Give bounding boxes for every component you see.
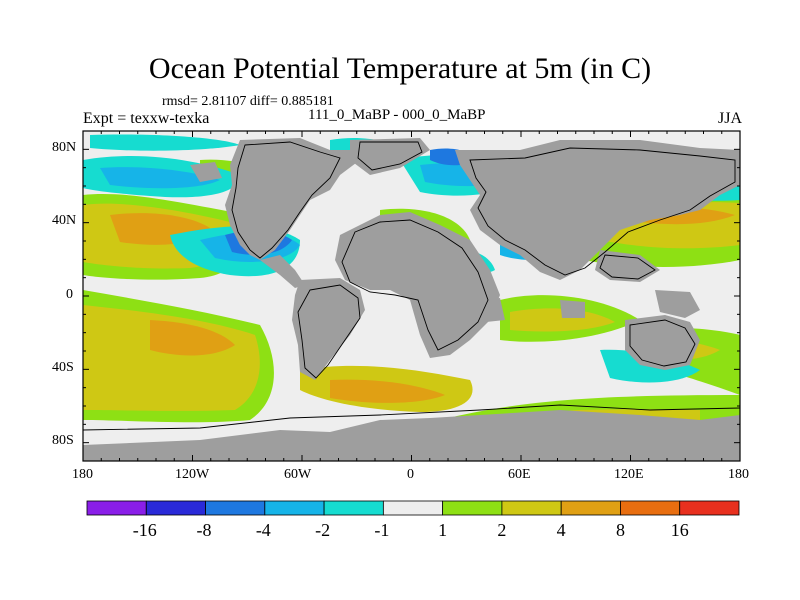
colorbar-segment: [501, 500, 562, 516]
colorbar-segment: [86, 500, 147, 516]
axis-ticks: [82, 130, 741, 462]
chart-title: Ocean Potential Temperature at 5m (in C): [148, 52, 652, 85]
map-field: [83, 131, 740, 461]
lat-label-80n: 80N: [52, 140, 77, 155]
stats-text: rmsd= 2.81107 diff= 0.885181: [162, 94, 334, 109]
colorbar-segment: [323, 500, 384, 516]
lat-label-80s: 80S: [52, 433, 74, 448]
colorbar-segment: [560, 500, 621, 516]
lat-label-40s: 40S: [52, 360, 74, 375]
land-mask: [83, 138, 740, 461]
lon-label-120w: 120W: [175, 467, 210, 482]
lat-label-40n: 40N: [52, 213, 77, 228]
lon-label-180w: 180: [72, 467, 93, 482]
period-label: 111_0_MaBP - 000_0_MaBP: [308, 107, 486, 123]
lon-label-180e: 180: [728, 467, 749, 482]
warm-high-regions: [110, 207, 735, 403]
lat-label-0: 0: [66, 287, 73, 302]
colorbar-label: -2: [315, 520, 331, 540]
coastlines: [83, 141, 740, 431]
colorbar-label: 16: [670, 520, 689, 540]
colorbar-segment: [382, 500, 444, 516]
lon-label-120e: 120E: [614, 467, 644, 482]
colorbar-label: -1: [374, 520, 390, 540]
colorbar-label: 2: [497, 520, 507, 540]
colorbar-segment: [145, 500, 206, 516]
lon-label-0: 0: [407, 467, 414, 482]
colorbar-label: 1: [438, 520, 448, 540]
colorbar-label: 4: [556, 520, 566, 540]
colorbar-segment: [679, 500, 740, 516]
lon-label-60e: 60E: [508, 467, 531, 482]
colorbar-segment: [442, 500, 503, 516]
season-label: JJA: [717, 110, 742, 127]
lon-label-60w: 60W: [284, 467, 312, 482]
experiment-label: Expt = texxw-texka: [83, 110, 210, 127]
colorbar-label: -4: [255, 520, 271, 540]
colorbar-label: -8: [196, 520, 212, 540]
colorbar-segment: [205, 500, 266, 516]
colorbar-segment: [264, 500, 325, 516]
colorbar-label: -16: [132, 520, 157, 540]
colorbar-label: 8: [615, 520, 625, 540]
colorbar-segment: [620, 500, 681, 516]
